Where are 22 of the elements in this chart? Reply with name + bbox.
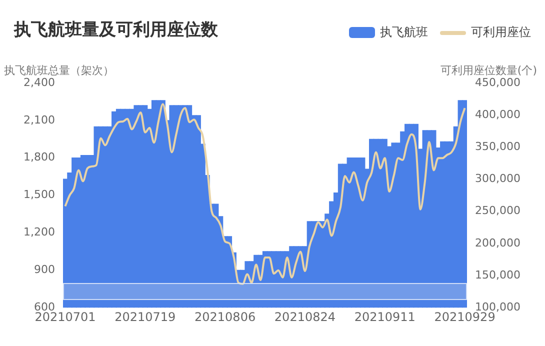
y-axis-title: 执飞航班总量（架次） [4,63,114,78]
y2-tick-label: 300,000 [475,172,520,186]
y-tick-label: 1,500 [24,188,55,202]
y2-tick-label: 250,000 [475,204,520,218]
x-tick-label: 20210824 [274,310,336,324]
x-tick-label: 20210911 [354,310,416,324]
y-tick-label: 2,100 [24,113,55,126]
y2-tick-label: 150,000 [475,268,520,282]
y2-tick-label: 200,000 [475,236,520,250]
y2-tick-label: 450,000 [475,76,520,89]
x-tick-label: 20210719 [114,310,176,324]
y-tick-label: 900 [34,263,55,276]
x-tick-label: 20210806 [194,310,256,324]
y-tick-label: 1,800 [24,150,55,164]
chart-title: 执飞航班量及可利用座位数 [14,19,218,41]
y2-tick-label: 400,000 [475,108,520,121]
y2-axis-title: 可利用座位数量(个) [440,63,537,78]
legend-label: 执飞航班 [379,24,428,41]
y2-tick-label: 350,000 [475,140,520,154]
legend-label: 可利用座位 [470,24,531,41]
y-tick-label: 2,400 [24,76,55,89]
y-tick-label: 1,200 [24,226,55,239]
